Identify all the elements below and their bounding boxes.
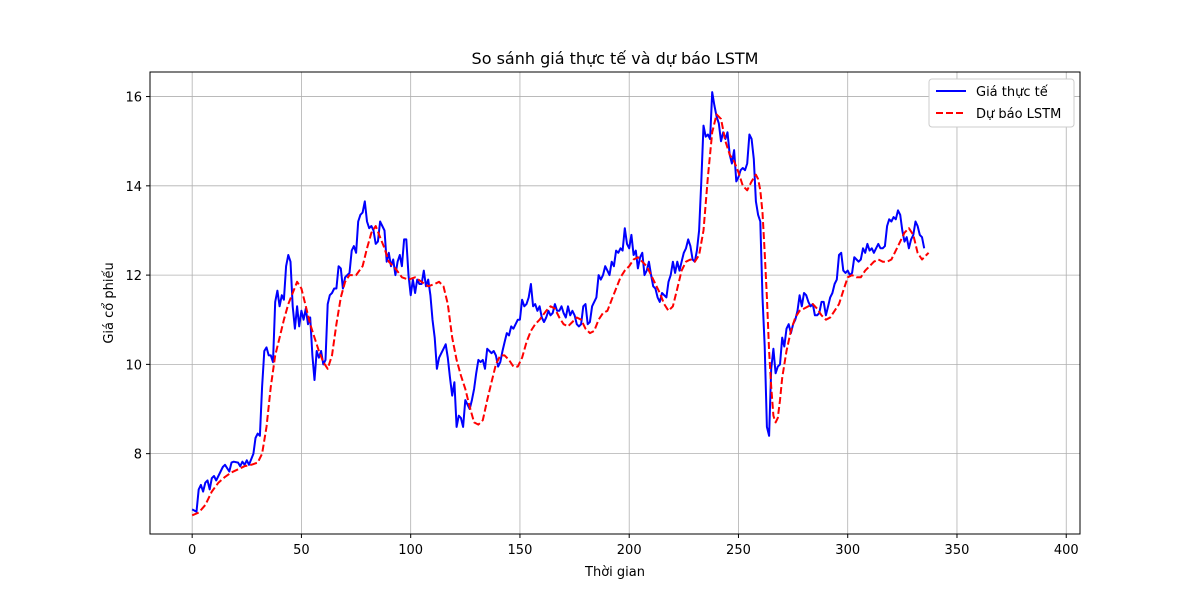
grid [150, 72, 1080, 534]
series-line-actual [191, 91, 926, 513]
x-tick-label: 250 [726, 543, 751, 558]
y-tick-label: 14 [125, 180, 142, 195]
x-axis-ticks: 0 50 100 150 200 250 300 350 400 [188, 534, 1079, 558]
legend-label-actual: Giá thực tế [976, 85, 1048, 100]
series-line-forecast [191, 113, 930, 517]
x-tick-label: 200 [617, 543, 642, 558]
chart-title: So sánh giá thực tế và dự báo LSTM [472, 49, 759, 68]
x-tick-label: 350 [945, 543, 970, 558]
y-tick-label: 16 [125, 91, 142, 106]
y-tick-label: 12 [125, 269, 142, 284]
y-axis-label: Giá cổ phiếu [102, 262, 117, 343]
y-axis-ticks: 8 10 12 14 16 [125, 91, 150, 463]
x-tick-label: 400 [1054, 543, 1079, 558]
x-axis-label: Thời gian [584, 565, 645, 580]
x-tick-label: 0 [188, 543, 196, 558]
y-tick-label: 10 [125, 358, 142, 373]
y-tick-label: 8 [134, 448, 142, 463]
x-tick-label: 300 [835, 543, 860, 558]
series-layer [191, 91, 930, 517]
x-tick-label: 50 [293, 543, 310, 558]
x-tick-label: 150 [508, 543, 533, 558]
x-tick-label: 100 [398, 543, 423, 558]
plot-frame [149, 71, 1081, 535]
legend-label-forecast: Dự báo LSTM [976, 107, 1061, 122]
legend: Giá thực tế Dự báo LSTM [928, 78, 1075, 128]
